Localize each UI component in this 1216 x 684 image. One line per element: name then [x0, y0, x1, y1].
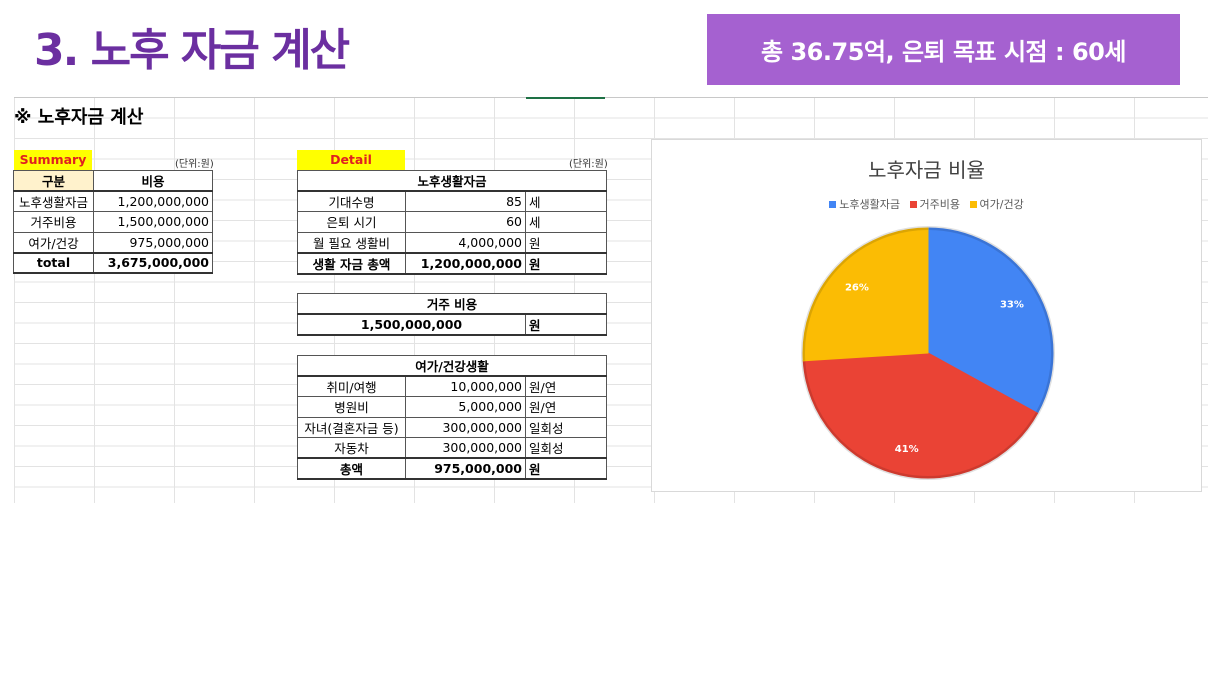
slide-title: 3. 노후 자금 계산: [34, 25, 350, 76]
sheet-top-border: [14, 97, 1208, 98]
table-row[interactable]: 자동차 300,000,000 일회성: [297, 437, 607, 459]
living-row-unit: 세: [525, 211, 607, 233]
active-cell-marker: [526, 97, 605, 99]
legend-swatch: [969, 200, 977, 208]
detail-label: Detail: [297, 150, 405, 170]
pie-slice-거주비용[interactable]: [802, 352, 1039, 479]
living-row-value: 4,000,000: [405, 231, 526, 254]
legend-item: 노후생활자금: [829, 196, 900, 212]
leisure-row-name: 자동차: [297, 437, 406, 459]
housing-unit: 원: [525, 313, 607, 336]
living-total-value: 1,200,000,000: [405, 252, 526, 275]
summary-row-name: 거주비용: [13, 211, 94, 233]
summary-row-name: 여가/건강: [13, 231, 94, 254]
housing-title: 거주 비용: [297, 293, 607, 315]
legend-swatch: [829, 200, 837, 208]
summary-row-value: 1,200,000,000: [93, 190, 213, 212]
chart-title: 노후자금 비율: [868, 158, 985, 182]
summary-total-value: 3,675,000,000: [93, 252, 213, 274]
leisure-row-unit: 일회성: [525, 416, 607, 438]
leisure-row-unit: 원/연: [525, 396, 607, 418]
leisure-row-unit: 일회성: [525, 437, 607, 459]
living-total-name: 생활 자금 총액: [297, 252, 406, 275]
legend-label: 노후생활자금: [839, 198, 901, 211]
legend-item: 여가/건강: [969, 196, 1024, 212]
summary-row-value: 975,000,000: [93, 231, 213, 254]
table-row[interactable]: 기대수명 85 세: [297, 190, 607, 212]
pie-slice-노후생활자금[interactable]: [927, 227, 1054, 414]
leisure-row-name: 자녀(결혼자금 등): [297, 416, 406, 438]
table-row[interactable]: 1,500,000,000 원: [297, 313, 607, 336]
summary-row-name: 노후생활자금: [13, 190, 94, 212]
legend-item: 거주비용: [909, 196, 961, 212]
leisure-total-value: 975,000,000: [405, 457, 526, 480]
chart-legend: 노후생활자금 거주비용 여가/건강: [652, 196, 1201, 212]
pie-chart-canvas: 33% 41% 26%: [801, 226, 1055, 480]
living-row-name: 월 필요 생활비: [297, 231, 406, 254]
leisure-row-name: 취미/여행: [297, 375, 406, 397]
summary-row-value: 1,500,000,000: [93, 211, 213, 233]
leisure-row-value: 300,000,000: [405, 416, 526, 438]
leisure-row-value: 5,000,000: [405, 396, 526, 418]
table-row[interactable]: total 3,675,000,000: [13, 252, 213, 274]
summary-label: Summary: [14, 150, 92, 170]
pie-slice-edge: [801, 226, 929, 361]
housing-cost-table: 거주 비용 1,500,000,000 원: [297, 293, 607, 336]
living-title: 노후생활자금: [297, 170, 607, 192]
pie-chart[interactable]: 노후자금 비율 노후생활자금 거주비용 여가/건강 33% 41% 26%: [651, 139, 1202, 492]
summary-total-name: total: [13, 252, 94, 274]
leisure-row-name: 병원비: [297, 396, 406, 418]
table-row[interactable]: 여가/건강 975,000,000: [13, 231, 213, 254]
living-total-unit: 원: [525, 252, 607, 275]
table-row[interactable]: 은퇴 시기 60 세: [297, 211, 607, 233]
pie-data-label: 33%: [1000, 299, 1024, 310]
pie-data-label: 26%: [845, 282, 869, 293]
table-row[interactable]: 거주비용 1,500,000,000: [13, 211, 213, 233]
living-row-name: 기대수명: [297, 190, 406, 212]
living-row-unit: 세: [525, 190, 607, 212]
table-row[interactable]: 자녀(결혼자금 등) 300,000,000 일회성: [297, 416, 607, 438]
table-row[interactable]: 생활 자금 총액 1,200,000,000 원: [297, 252, 607, 275]
table-row[interactable]: 병원비 5,000,000 원/연: [297, 396, 607, 418]
table-row[interactable]: 총액 975,000,000 원: [297, 457, 607, 480]
summary-header-cost: 비용: [93, 170, 213, 192]
summary-unit-note: (단위:원): [175, 159, 214, 170]
table-row[interactable]: 취미/여행 10,000,000 원/연: [297, 375, 607, 397]
pie-slice-edge: [927, 226, 1055, 415]
table-row[interactable]: 월 필요 생활비 4,000,000 원: [297, 231, 607, 254]
pie-data-label: 41%: [895, 444, 919, 455]
leisure-title: 여가/건강생활: [297, 355, 607, 377]
legend-label: 거주비용: [919, 198, 961, 211]
leisure-health-table: 여가/건강생활 취미/여행 10,000,000 원/연 병원비 5,000,0…: [297, 355, 607, 480]
living-row-value: 85: [405, 190, 526, 212]
summary-header-category: 구분: [13, 170, 94, 192]
housing-value: 1,500,000,000: [297, 313, 526, 336]
pie-slice-edge: [801, 360, 1040, 480]
leisure-total-unit: 원: [525, 457, 607, 480]
legend-swatch: [909, 200, 917, 208]
detail-unit-note: (단위:원): [569, 159, 608, 170]
leisure-total-name: 총액: [297, 457, 406, 480]
living-row-name: 은퇴 시기: [297, 211, 406, 233]
living-expense-table: 노후생활자금 기대수명 85 세 은퇴 시기 60 세 월 필요 생활비 4,0…: [297, 170, 607, 275]
leisure-row-unit: 원/연: [525, 375, 607, 397]
legend-label: 여가/건강: [979, 198, 1024, 211]
summary-table: 구분 비용 노후생활자금 1,200,000,000 거주비용 1,500,00…: [13, 170, 213, 274]
living-row-unit: 원: [525, 231, 607, 254]
table-row[interactable]: 노후생활자금 1,200,000,000: [13, 190, 213, 212]
pie-slice-여가/건강[interactable]: [802, 227, 929, 362]
living-row-value: 60: [405, 211, 526, 233]
leisure-row-value: 10,000,000: [405, 375, 526, 397]
leisure-row-value: 300,000,000: [405, 437, 526, 459]
sheet-heading: ※ 노후자금 계산: [14, 107, 144, 128]
goal-banner: 총 36.75억, 은퇴 목표 시점 : 60세: [707, 14, 1180, 85]
